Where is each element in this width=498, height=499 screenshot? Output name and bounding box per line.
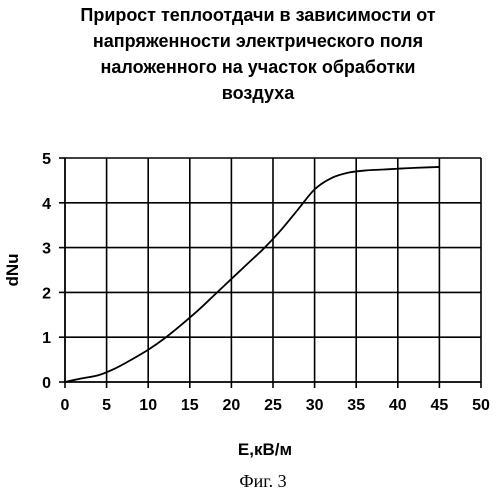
x-tick-label: 20: [223, 397, 241, 414]
x-tick-label: 10: [139, 397, 157, 414]
x-tick-label: 50: [472, 397, 490, 414]
x-tick-label: 15: [181, 397, 199, 414]
y-tick-label: 4: [42, 196, 51, 213]
x-tick-label: 5: [102, 397, 111, 414]
x-tick-label: 40: [389, 397, 407, 414]
y-tick-label: 5: [42, 151, 51, 168]
chart-title-line-3: наложенного на участок обработки: [101, 57, 416, 77]
x-tick-label: 45: [431, 397, 449, 414]
chart-title-line-4: воздуха: [222, 83, 295, 103]
series-line: [64, 166, 440, 383]
y-axis-label: dNu: [3, 253, 22, 286]
x-tick-label: 25: [264, 397, 282, 414]
series-layer: [64, 166, 440, 383]
x-tick-label: 30: [306, 397, 324, 414]
chart-title-line-1: Прирост теплоотдачи в зависимости от: [80, 5, 435, 25]
x-axis-label: E,кВ/м: [238, 440, 292, 459]
chart-title-line-2: напряженности электрического поля: [93, 31, 423, 51]
y-tick-label: 3: [42, 241, 51, 258]
y-tick-label: 1: [42, 330, 51, 347]
x-tick-label: 0: [61, 397, 70, 414]
x-tick-label: 35: [347, 397, 365, 414]
y-tick-label: 0: [42, 375, 51, 392]
y-tick-label: 2: [42, 285, 51, 302]
figure-caption: Фиг. 3: [239, 471, 286, 491]
axes: [59, 157, 482, 388]
grid: [65, 157, 482, 382]
